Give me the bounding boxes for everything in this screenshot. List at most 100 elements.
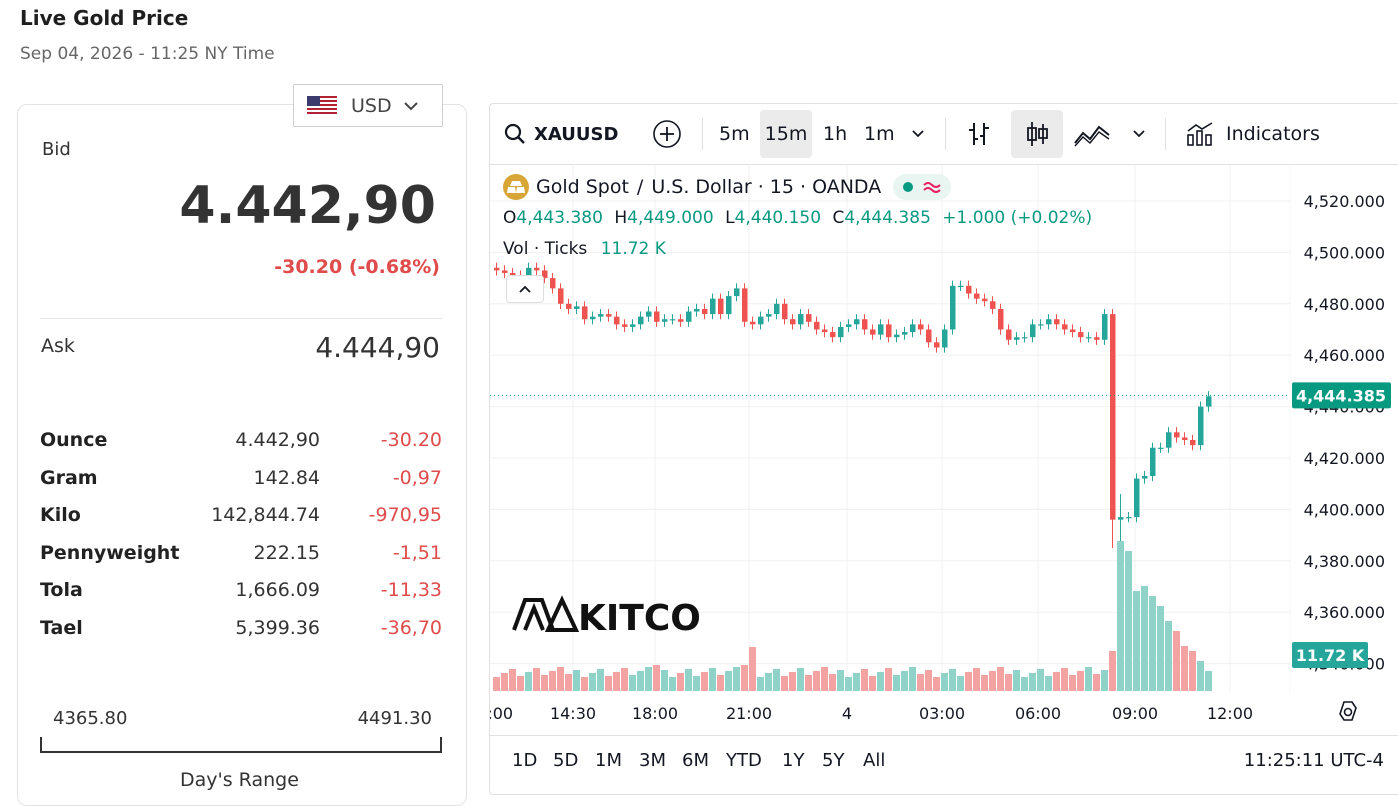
volume-bar bbox=[629, 675, 636, 691]
market-status-badge[interactable] bbox=[893, 174, 952, 200]
open-label: O bbox=[503, 208, 517, 228]
candle-body bbox=[558, 288, 564, 304]
volume-bar bbox=[533, 668, 540, 691]
weight-row: Gram 142.84 -0,97 bbox=[40, 467, 442, 497]
delayed-data-icon bbox=[923, 182, 941, 193]
toolbar-separator bbox=[945, 118, 946, 150]
collapse-legend-button[interactable] bbox=[506, 275, 544, 303]
range-low: 4365.80 bbox=[53, 708, 128, 729]
candle-body bbox=[934, 342, 940, 348]
candle-body bbox=[766, 314, 772, 317]
volume-bar bbox=[1021, 677, 1028, 691]
weight-change: -30.20 bbox=[380, 429, 442, 451]
interval-1h[interactable]: 1h bbox=[823, 123, 848, 145]
volume-bar bbox=[829, 674, 836, 691]
candle-body bbox=[598, 314, 604, 317]
candle-body bbox=[614, 316, 620, 325]
close-value: 4,444.385 bbox=[844, 208, 931, 228]
candle-body bbox=[742, 288, 748, 322]
volume-bar bbox=[749, 647, 756, 691]
candle-body bbox=[1206, 396, 1212, 407]
volume-bar bbox=[949, 669, 956, 691]
symbol-search[interactable]: XAUUSD bbox=[504, 104, 618, 164]
volume-bar bbox=[1149, 596, 1156, 691]
interval-menu[interactable] bbox=[911, 104, 925, 164]
range-5d[interactable]: 5D bbox=[553, 750, 579, 771]
interval-5m[interactable]: 5m bbox=[719, 123, 750, 145]
candle-body bbox=[654, 311, 660, 322]
volume-bar bbox=[1093, 674, 1100, 691]
candle-body bbox=[1118, 517, 1124, 520]
candle-body bbox=[1030, 324, 1036, 338]
candle-body bbox=[838, 326, 844, 338]
candle-body bbox=[1006, 329, 1012, 340]
range-1m[interactable]: 1M bbox=[595, 750, 622, 771]
candle-body bbox=[718, 298, 724, 315]
range-6m[interactable]: 6M bbox=[682, 750, 709, 771]
indicators-button[interactable]: Indicators bbox=[1186, 104, 1320, 164]
candle-body bbox=[846, 324, 852, 327]
x-tick-label: 03:00 bbox=[919, 704, 965, 723]
range-ytd[interactable]: YTD bbox=[726, 750, 762, 771]
chart-type-menu[interactable] bbox=[1132, 104, 1146, 164]
chevron-down-icon bbox=[912, 130, 924, 138]
legend-symbol-name: Gold Spot bbox=[536, 176, 629, 198]
candle-body bbox=[966, 285, 972, 294]
volume-bar bbox=[685, 669, 692, 691]
legend-separator: / bbox=[636, 176, 644, 198]
volume-bar bbox=[1061, 668, 1068, 691]
range-1d[interactable]: 1D bbox=[512, 750, 538, 771]
legend-symbol-details: U.S. Dollar · 15 · OANDA bbox=[651, 176, 882, 198]
search-icon bbox=[504, 123, 525, 144]
area-style-button[interactable] bbox=[1074, 104, 1110, 164]
volume-bar bbox=[1117, 541, 1124, 691]
candle-body bbox=[750, 321, 756, 325]
candles-style-button[interactable] bbox=[1011, 110, 1063, 158]
chart-legend-title: Gold Spot / U.S. Dollar · 15 · OANDA bbox=[503, 174, 952, 200]
volume-bar bbox=[781, 676, 788, 691]
volume-bar bbox=[1165, 621, 1172, 691]
volume-bar bbox=[1181, 646, 1188, 691]
range-3m[interactable]: 3M bbox=[639, 750, 666, 771]
volume-bar bbox=[1141, 586, 1148, 691]
watermark-text: KITCO bbox=[578, 598, 701, 639]
range-all[interactable]: All bbox=[863, 750, 886, 771]
x-tick-label: 12:00 bbox=[490, 704, 513, 723]
interval-1m[interactable]: 1m bbox=[864, 123, 895, 145]
volume-bar bbox=[933, 677, 940, 691]
price-chart[interactable]: KITCO 4,520.000 4,500.000 4,480.000 4,460.00… bbox=[490, 164, 1398, 735]
volume-bar bbox=[493, 677, 500, 691]
volume-bar bbox=[669, 677, 676, 691]
volume-bar bbox=[1045, 676, 1052, 691]
volume-bar bbox=[557, 667, 564, 691]
volume-bar bbox=[1189, 651, 1196, 691]
timezone-clock[interactable]: 11:25:11 UTC-4 bbox=[1243, 750, 1384, 771]
ask-label: Ask bbox=[41, 335, 75, 357]
currency-select[interactable]: USD bbox=[293, 84, 443, 127]
weight-name: Pennyweight bbox=[40, 542, 180, 564]
range-5y[interactable]: 5Y bbox=[822, 750, 845, 771]
weight-row: Tael 5,399.36 -36,70 bbox=[40, 617, 442, 647]
compare-button[interactable] bbox=[652, 104, 682, 164]
volume-bar bbox=[1133, 591, 1140, 691]
volume-bar bbox=[1101, 670, 1108, 691]
candle-body bbox=[1054, 319, 1060, 325]
candle-body bbox=[1174, 432, 1180, 438]
candle-body bbox=[710, 298, 716, 315]
candle-body bbox=[886, 324, 892, 338]
candle-body bbox=[774, 303, 780, 315]
range-1y[interactable]: 1Y bbox=[782, 750, 805, 771]
volume-bar bbox=[973, 668, 980, 691]
candle-body bbox=[1134, 478, 1140, 518]
volume-bar bbox=[653, 665, 660, 691]
bar-style-button[interactable] bbox=[966, 104, 992, 164]
volume-bar bbox=[861, 669, 868, 691]
volume-bar bbox=[1205, 671, 1212, 691]
candle-body bbox=[582, 306, 588, 320]
interval-15m[interactable]: 15m bbox=[760, 110, 812, 158]
volume-bar bbox=[885, 668, 892, 691]
volume-bar bbox=[1013, 670, 1020, 691]
volume-bar bbox=[1109, 651, 1116, 691]
volume-bar bbox=[741, 665, 748, 691]
indicators-icon bbox=[1187, 122, 1213, 146]
